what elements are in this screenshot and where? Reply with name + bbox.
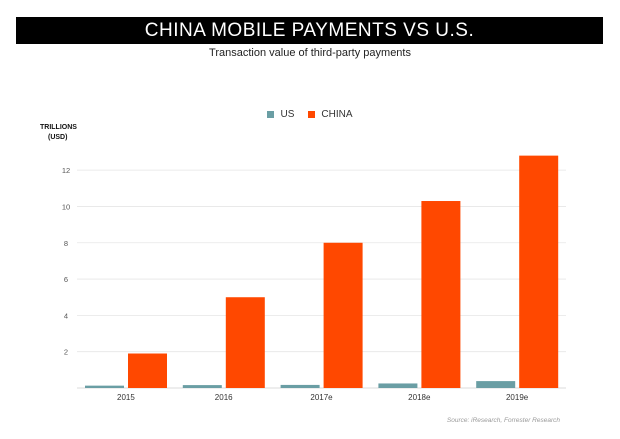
y-tick-label-2: 2	[64, 348, 68, 357]
x-tick-label-2017e: 2017e	[310, 393, 333, 402]
x-tick-label-2016: 2016	[215, 393, 233, 402]
title-bar: CHINA MOBILE PAYMENTS VS U.S.	[16, 17, 603, 44]
legend: US CHINA	[0, 109, 620, 120]
chart-subtitle: Transaction value of third-party payment…	[209, 47, 411, 59]
bar-china-2015	[128, 353, 167, 388]
source-note: Source: iResearch, Forrester Research	[446, 417, 560, 424]
y-tick-label-4: 4	[64, 311, 68, 320]
legend-swatch-china	[308, 111, 316, 118]
bar-us-2017e	[280, 384, 320, 388]
bar-us-2019e	[476, 381, 516, 388]
bar-us-2016	[182, 385, 222, 388]
x-axis-tick-labels: 2015 2016 2017e 2018e 2019e	[117, 393, 529, 402]
bar-china-2016	[225, 297, 265, 388]
x-tick-label-2018e: 2018e	[408, 393, 431, 402]
bar-china-2018e	[421, 201, 461, 388]
y-axis-tick-labels: 2 4 6 8 10 12	[62, 166, 70, 357]
gridlines	[77, 169, 566, 389]
y-axis-title: TRILLIONS (USD)	[40, 123, 80, 143]
x-tick-label-2019e: 2019e	[506, 393, 529, 402]
y-tick-label-6: 6	[64, 275, 68, 284]
y-tick-label-10: 10	[62, 202, 70, 211]
legend-label-china: CHINA	[321, 109, 353, 120]
legend-swatch-us	[267, 111, 275, 118]
chart-title: CHINA MOBILE PAYMENTS VS U.S.	[144, 19, 475, 41]
y-axis-title-line-1: TRILLIONS	[40, 124, 77, 131]
y-tick-label-12: 12	[62, 166, 70, 175]
x-tick-label-2015: 2015	[117, 393, 135, 402]
y-axis-title-line-2: (USD)	[48, 134, 68, 141]
bar-us-2015	[85, 385, 124, 388]
bar-us-2018e	[378, 383, 418, 388]
bar-china-2019e	[519, 155, 559, 388]
bar-china-2017e	[323, 242, 363, 388]
legend-item-us: US	[267, 109, 294, 120]
legend-label-us: US	[280, 109, 295, 120]
legend-item-china: CHINA	[308, 109, 353, 120]
y-tick-label-8: 8	[64, 239, 68, 248]
bars	[85, 155, 559, 388]
